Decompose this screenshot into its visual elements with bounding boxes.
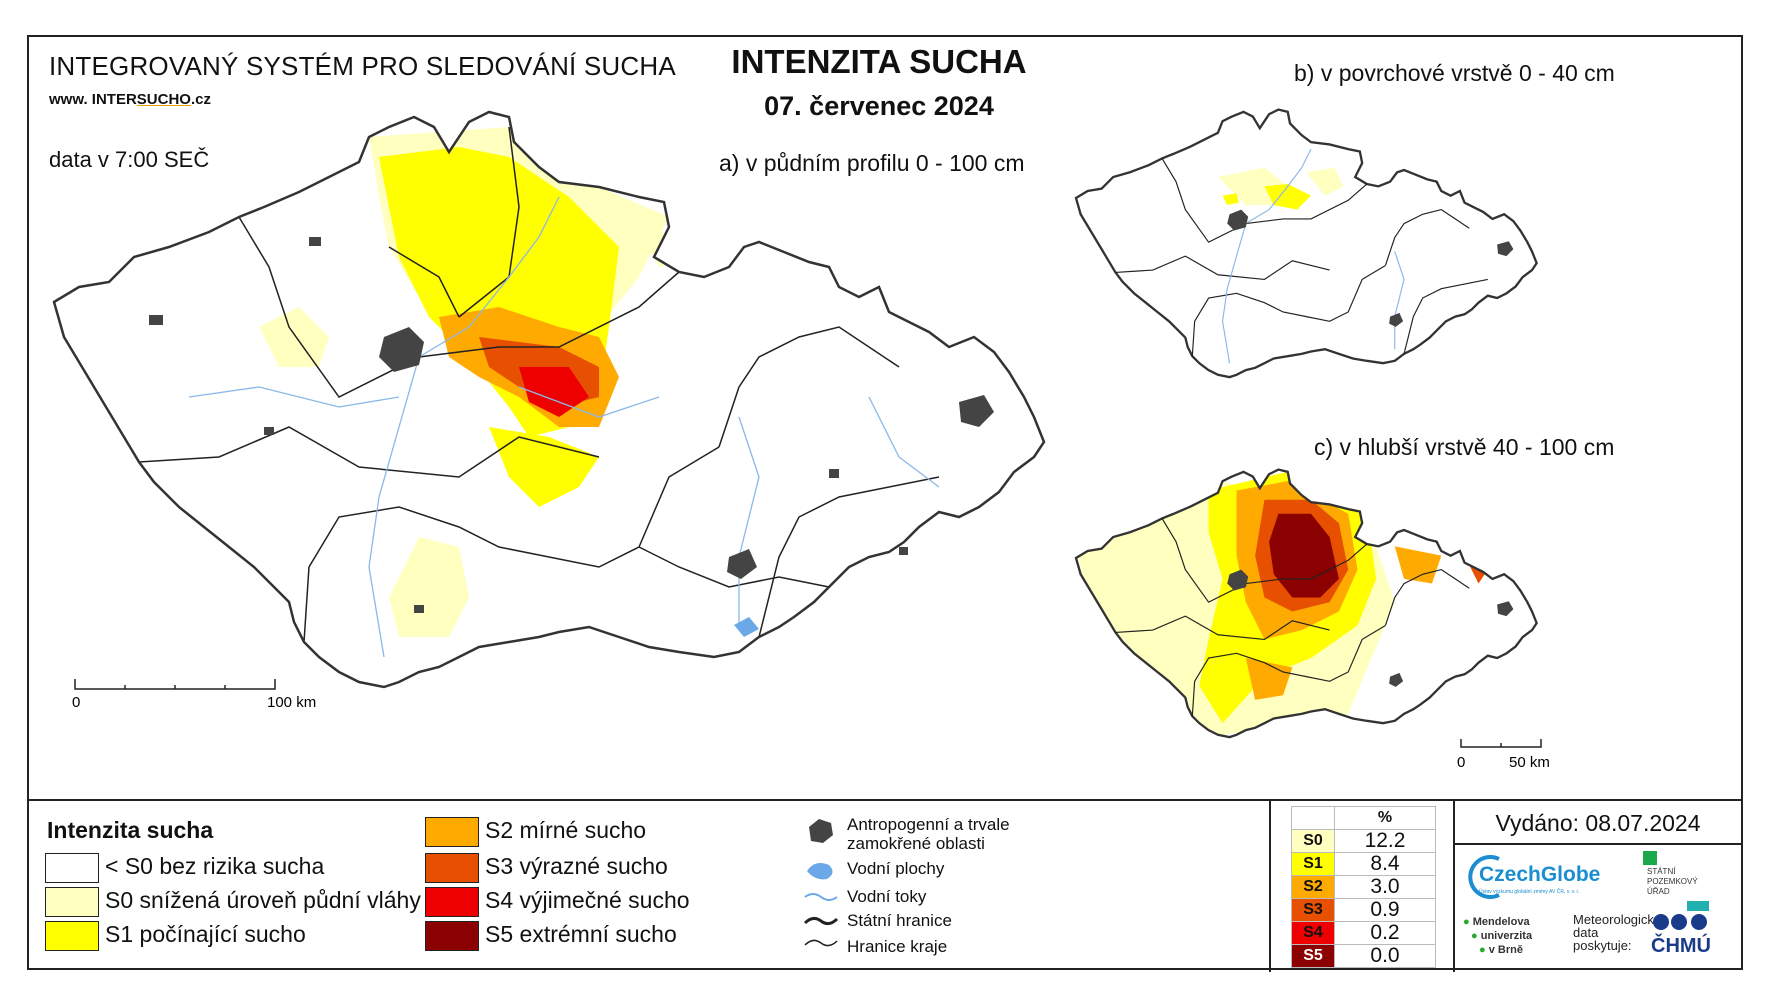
table-row: S4 0.2 — [1291, 921, 1436, 945]
chmu-logo-icon — [1653, 914, 1707, 930]
legend-label-none: < S0 bez rizika sucha — [105, 853, 325, 879]
spu-accent-icon — [1687, 901, 1709, 911]
region-border-icon — [804, 939, 838, 947]
legend-label-s5: S5 extrémní sucho — [485, 921, 677, 947]
legend-label-s2: S2 mírné sucho — [485, 817, 647, 843]
table-row: S3 0.9 — [1291, 898, 1436, 922]
legend-label-s0: S0 snížená úroveň půdní vláhy — [105, 887, 421, 913]
czechglobe-subtitle: Ústav výzkumu globální změny AV ČR, v. v… — [1479, 889, 1580, 895]
data-time: data v 7:00 SEČ — [49, 147, 210, 172]
url-highlight: SUCHO — [136, 91, 191, 108]
state-border-icon — [803, 916, 839, 926]
url-prefix: www. INTER — [49, 91, 137, 108]
legend-label-s3: S3 výrazné sucho — [485, 853, 668, 879]
legend-label-s4: S4 výjimečné sucho — [485, 887, 690, 913]
met-data-label: Meteorologická data poskytuje: — [1573, 912, 1662, 953]
separator — [1453, 801, 1455, 972]
map-a: 0 100 km — [52, 110, 1046, 707]
chmu-logo: ČHMÚ — [1651, 935, 1711, 957]
water-body-icon — [807, 863, 833, 880]
percent-header: % — [1334, 806, 1436, 830]
scale-c-start: 0 — [1457, 754, 1465, 771]
table-header-row: % — [1291, 806, 1436, 830]
river-icon — [804, 893, 838, 901]
map-a-title: a) v půdním profilu 0 - 100 cm — [719, 150, 1025, 176]
main-title: INTENZITA SUCHA — [731, 43, 1027, 80]
legend-state-border: Státní hranice — [847, 911, 952, 930]
swatch-s1 — [45, 921, 99, 951]
issued-date: Vydáno: 08.07.2024 — [1495, 810, 1701, 836]
table-row: S1 8.4 — [1291, 852, 1436, 876]
map-c — [1074, 468, 1538, 739]
system-title: INTEGROVANÝ SYSTÉM PRO SLEDOVÁNÍ SUCHA — [49, 51, 676, 81]
scale-bar-c: 0 50 km — [1457, 739, 1550, 771]
scale-bar-a — [74, 679, 276, 690]
legend-symbols — [803, 819, 839, 947]
map-date: 07. červenec 2024 — [764, 91, 994, 121]
swatch-s2 — [425, 817, 479, 847]
map-frame: INTEGROVANÝ SYSTÉM PRO SLEDOVÁNÍ SUCHA w… — [27, 35, 1743, 972]
website-url[interactable]: www. INTERSUCHO.cz — [49, 91, 211, 108]
legend-urban-line2: zamokřené oblasti — [847, 834, 985, 853]
scale-a-start: 0 — [72, 694, 80, 707]
legend-water-bodies: Vodní plochy — [847, 859, 945, 878]
drought-stats-table: % S0 12.2 S1 8.4 S2 3.0 S3 0.9 S4 0.2 S5 0.0 — [1291, 806, 1436, 968]
map-b — [1074, 108, 1538, 379]
swatch-s3 — [425, 853, 479, 883]
czechglobe-logo: CzechGlobe — [1479, 863, 1601, 886]
legend-panel: Intenzita sucha < S0 bez rizika sucha S0… — [29, 799, 1741, 972]
map-c-title: c) v hlubší vrstvě 40 - 100 cm — [1314, 434, 1615, 460]
legend-rivers: Vodní toky — [847, 887, 927, 906]
table-row: S2 3.0 — [1291, 875, 1436, 899]
swatch-s0 — [45, 887, 99, 917]
czechglobe-logo-icon — [1468, 855, 1500, 899]
scale-c-end: 50 km — [1509, 754, 1550, 771]
url-suffix: .cz — [190, 91, 211, 108]
swatch-s5 — [425, 921, 479, 951]
urban-area-icon — [809, 819, 833, 843]
spu-logo-icon — [1643, 851, 1657, 865]
separator — [1269, 801, 1271, 972]
scale-a-end: 100 km — [267, 694, 316, 707]
logos-area: CzechGlobe Ústav výzkumu globální změny … — [1455, 843, 1741, 974]
table-row: S0 12.2 — [1291, 829, 1436, 853]
legend-title: Intenzita sucha — [47, 817, 214, 843]
spu-logo: STÁTNÍ POZEMKOVÝ ÚŘAD — [1647, 867, 1698, 896]
swatch-none — [45, 853, 99, 883]
map-b-title: b) v povrchové vrstvě 0 - 40 cm — [1294, 60, 1615, 86]
table-row: S5 0.0 — [1291, 944, 1436, 968]
mendel-logo: ● Mendelova ● univerzita ● v Brně — [1463, 916, 1533, 956]
legend-urban-line1: Antropogenní a trvale — [847, 815, 1010, 834]
legend-label-s1: S1 počínající sucho — [105, 921, 306, 947]
swatch-s4 — [425, 887, 479, 917]
legend-region-border: Hranice kraje — [847, 937, 948, 956]
